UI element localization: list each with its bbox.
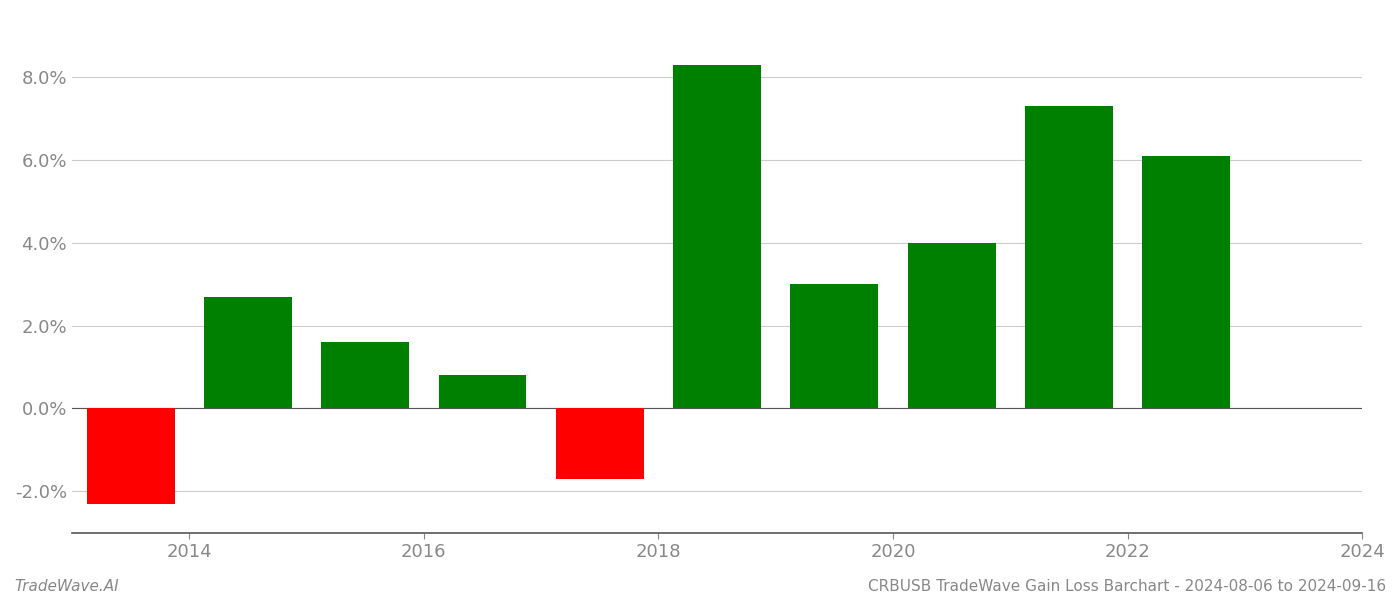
Bar xyxy=(673,65,762,409)
Text: CRBUSB TradeWave Gain Loss Barchart - 2024-08-06 to 2024-09-16: CRBUSB TradeWave Gain Loss Barchart - 20… xyxy=(868,579,1386,594)
Bar xyxy=(907,243,995,409)
Text: TradeWave.AI: TradeWave.AI xyxy=(14,579,119,594)
Bar xyxy=(556,409,644,479)
Bar xyxy=(438,375,526,409)
Bar xyxy=(87,409,175,503)
Bar xyxy=(204,296,291,409)
Bar xyxy=(791,284,878,409)
Bar xyxy=(1142,156,1231,409)
Bar xyxy=(1025,106,1113,409)
Bar xyxy=(321,342,409,409)
